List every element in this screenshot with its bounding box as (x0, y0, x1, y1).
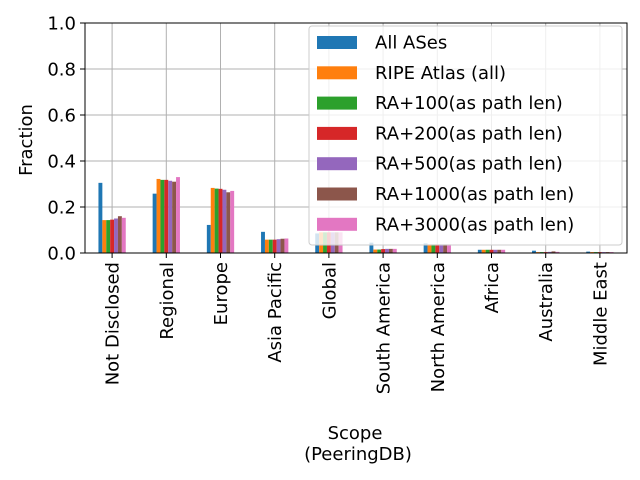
y-tick-label: 0.8 (47, 60, 76, 81)
legend-label: RA+100(as path len) (375, 93, 563, 114)
legend-swatch (317, 217, 357, 231)
legend-label: RA+500(as path len) (375, 154, 563, 175)
bar (551, 251, 556, 253)
bar (501, 249, 506, 253)
bar (110, 219, 115, 253)
x-tick-label: Not Disclosed (103, 262, 124, 385)
bar (106, 220, 111, 253)
x-tick-label: Asia Pacific (265, 262, 286, 363)
bar (210, 187, 215, 253)
bar (222, 189, 227, 253)
bar (206, 224, 211, 253)
legend-label: All ASes (375, 33, 447, 54)
bar (381, 249, 386, 253)
bar (423, 243, 428, 253)
bar (439, 244, 444, 253)
x-tick-label: Europe (211, 262, 232, 325)
x-tick-label: North America (428, 262, 449, 392)
bar (555, 251, 560, 253)
legend: All ASes RIPE Atlas (all) RA+100(as path l… (308, 25, 623, 246)
bar (156, 178, 161, 253)
bar (261, 231, 265, 253)
bar (214, 188, 219, 253)
bar (172, 181, 177, 253)
bar (377, 249, 382, 253)
bar (276, 239, 281, 253)
bar (117, 216, 122, 253)
x-axis-label: Scope (328, 423, 383, 444)
bar (264, 239, 269, 253)
bar (176, 177, 180, 253)
legend-swatch (317, 126, 357, 140)
bar (280, 238, 285, 253)
legend-swatch (317, 66, 357, 80)
bar (121, 217, 126, 253)
x-tick-label: South America (374, 262, 395, 394)
y-axis-label: Fraction (16, 104, 37, 176)
bar (493, 249, 498, 253)
bar (284, 238, 289, 253)
bar (431, 244, 436, 253)
bar (497, 249, 502, 253)
bar (102, 220, 107, 253)
legend-frame (308, 25, 623, 246)
bar (98, 182, 103, 253)
bar (388, 248, 393, 253)
legend-label: RA+3000(as path len) (375, 214, 574, 235)
legend-label: RIPE Atlas (all) (375, 63, 506, 84)
bar (218, 188, 223, 253)
bar (547, 251, 552, 253)
legend-swatch (317, 96, 357, 110)
bar (268, 239, 273, 253)
bar (168, 180, 173, 253)
bar (226, 192, 231, 253)
y-tick-label: 0.2 (47, 198, 76, 219)
bar (485, 249, 490, 253)
legend-label: RA+200(as path len) (375, 123, 563, 144)
bar (481, 249, 486, 253)
x-tick-label: Middle East (590, 262, 611, 366)
y-tick-label: 0.6 (47, 106, 76, 127)
bar (114, 218, 118, 253)
bar (532, 250, 536, 253)
x-tick-label: Regional (157, 262, 178, 340)
bar (152, 193, 157, 253)
bar (369, 242, 374, 253)
bar (164, 179, 169, 253)
bar (489, 249, 494, 253)
legend-swatch (317, 36, 357, 49)
bar (427, 244, 432, 253)
bar (477, 249, 482, 253)
y-tick-label: 0.4 (47, 152, 76, 173)
bar (373, 249, 378, 253)
x-tick-label: Australia (536, 262, 557, 342)
y-tick-label: 1.0 (47, 14, 76, 35)
bar (385, 248, 389, 253)
legend-swatch (317, 187, 357, 201)
y-tick-label: 0.0 (47, 244, 76, 265)
x-axis-sublabel: (PeeringDB) (304, 444, 412, 465)
bar (272, 239, 277, 253)
bar (392, 248, 397, 253)
x-tick-label: Global (319, 262, 340, 319)
ticks-layer: 0.0 0.2 0.4 0.6 0.8 1.0 Not Disclosed Regional E… (47, 14, 611, 395)
bar (435, 244, 440, 253)
bar (447, 244, 451, 253)
bar (160, 179, 165, 253)
plot-frame (84, 22, 628, 254)
bar (586, 251, 591, 253)
legend-label: RA+1000(as path len) (375, 184, 574, 205)
bar (230, 190, 235, 253)
x-tick-label: Africa (482, 262, 503, 313)
bar (443, 244, 448, 253)
legend-swatch (317, 157, 357, 171)
